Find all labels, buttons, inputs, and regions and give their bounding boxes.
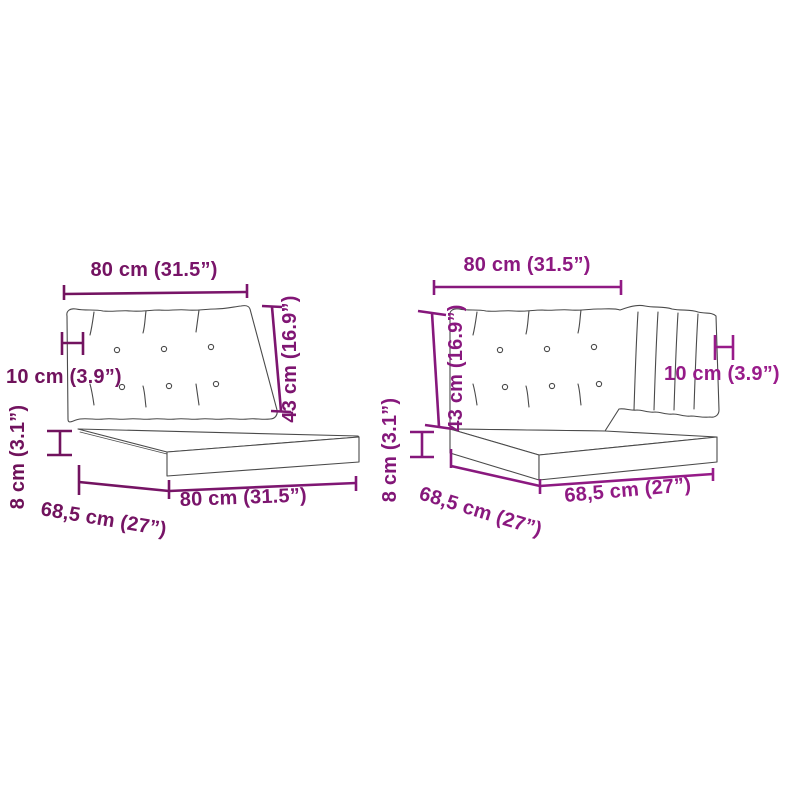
svg-text:43 cm (16.9”): 43 cm (16.9”) — [279, 295, 301, 422]
svg-text:8 cm (3.1”): 8 cm (3.1”) — [7, 405, 29, 509]
svg-text:8 cm (3.1”): 8 cm (3.1”) — [379, 398, 401, 502]
svg-text:80 cm (31.5”): 80 cm (31.5”) — [90, 259, 217, 281]
svg-text:80 cm (31.5”): 80 cm (31.5”) — [463, 254, 590, 276]
svg-text:43 cm (16.9”): 43 cm (16.9”) — [445, 304, 467, 431]
svg-text:80 cm (31.5”): 80 cm (31.5”) — [179, 485, 307, 511]
svg-text:10 cm (3.9”): 10 cm (3.9”) — [6, 366, 122, 388]
svg-text:10 cm (3.9”): 10 cm (3.9”) — [664, 363, 780, 385]
